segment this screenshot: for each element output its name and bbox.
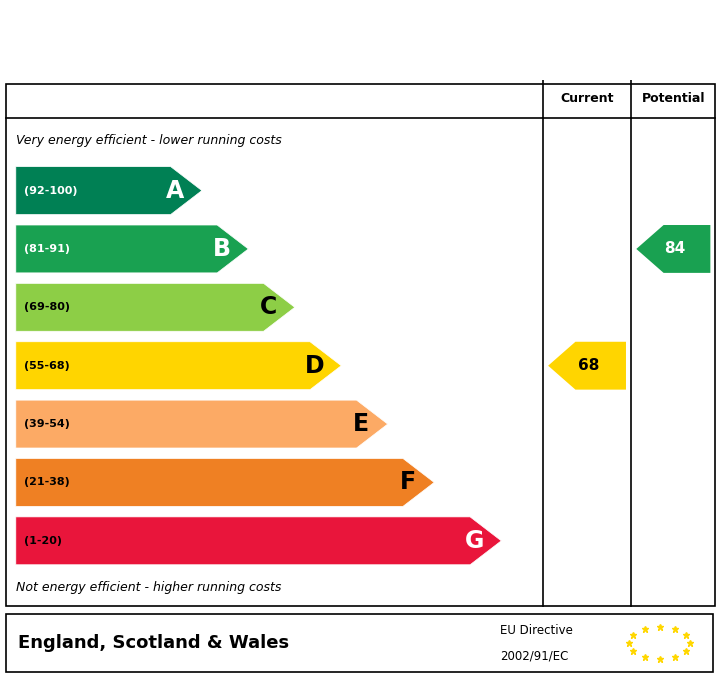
Text: (1-20): (1-20) xyxy=(24,536,63,546)
Text: A: A xyxy=(166,178,185,203)
Polygon shape xyxy=(16,342,342,389)
Text: Very energy efficient - lower running costs: Very energy efficient - lower running co… xyxy=(16,134,282,147)
Text: E: E xyxy=(353,412,370,436)
Text: B: B xyxy=(213,237,231,261)
Polygon shape xyxy=(16,517,501,564)
Text: EU Directive: EU Directive xyxy=(500,625,572,637)
Text: F: F xyxy=(400,470,416,494)
Text: (92-100): (92-100) xyxy=(24,186,78,195)
Text: Current: Current xyxy=(560,93,614,105)
Polygon shape xyxy=(16,225,248,273)
Polygon shape xyxy=(16,400,388,448)
Text: C: C xyxy=(260,295,277,319)
Text: (39-54): (39-54) xyxy=(24,419,70,429)
Text: (81-91): (81-91) xyxy=(24,244,70,254)
Text: (55-68): (55-68) xyxy=(24,361,70,370)
Polygon shape xyxy=(16,283,295,331)
Polygon shape xyxy=(636,225,710,273)
Bar xyxy=(6,614,713,672)
Text: 68: 68 xyxy=(578,358,599,373)
Text: Potential: Potential xyxy=(641,93,705,105)
Text: Not energy efficient - higher running costs: Not energy efficient - higher running co… xyxy=(16,581,281,594)
Polygon shape xyxy=(548,342,626,389)
Polygon shape xyxy=(16,167,202,214)
Polygon shape xyxy=(16,458,434,506)
Text: (69-80): (69-80) xyxy=(24,302,70,312)
Text: 2002/91/EC: 2002/91/EC xyxy=(500,650,568,662)
Text: Energy Efficiency Rating: Energy Efficiency Rating xyxy=(16,28,418,55)
Text: (21-38): (21-38) xyxy=(24,477,70,487)
Text: G: G xyxy=(465,529,485,553)
Text: England, Scotland & Wales: England, Scotland & Wales xyxy=(18,634,289,652)
Text: D: D xyxy=(305,354,324,378)
Text: 84: 84 xyxy=(664,241,685,256)
